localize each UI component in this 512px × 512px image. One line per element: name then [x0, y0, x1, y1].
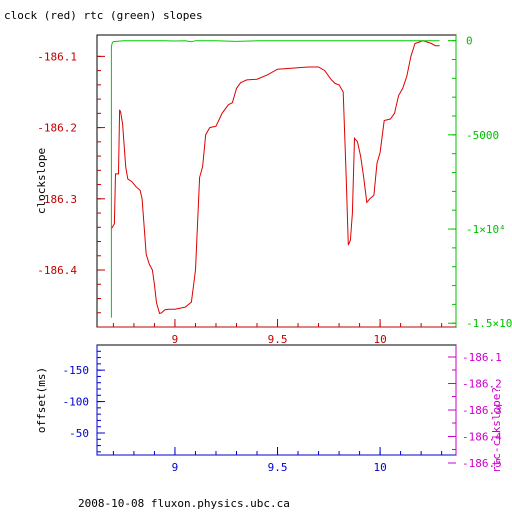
bottom-right-tick-label: -186.4: [462, 431, 502, 444]
top-bottom-tick-label: 9: [172, 333, 179, 346]
chart-title: clock (red) rtc (green) slopes: [4, 9, 203, 22]
bottom-bottom-axis: 9 9.5 10: [97, 447, 456, 474]
bottom-bottom-tick-label: 9.5: [268, 461, 288, 474]
top-left-tick-label: -186.1: [37, 50, 77, 63]
top-right-tick-label: 0: [466, 35, 473, 48]
bottom-bottom-tick-label: 9: [172, 461, 179, 474]
top-right-tick-label: -5000: [466, 129, 499, 142]
top-left-axis: -186.1 -186.2 -186.3 -186.4: [37, 35, 105, 327]
top-bottom-tick-label: 10: [373, 333, 386, 346]
footer-text: 2008-10-08 fluxon.physics.ubc.ca: [78, 497, 290, 510]
bottom-left-tick-label: -150: [63, 364, 90, 377]
bottom-left-axis: -150 -100 -50: [63, 345, 105, 455]
rtc-slope-line: [110, 40, 440, 318]
bottom-plot: -150-100-50 -186.1-186.2-186.3-186.4-186…: [63, 344, 502, 474]
top-left-tick-label: -186.2: [37, 122, 77, 135]
top-series-group: [110, 40, 440, 318]
clock-slope-line: [110, 40, 440, 315]
bottom-right-axis: -186.1 -186.2 -186.3 -186.4 -186.5: [448, 345, 502, 470]
bottom-right-tick-label: -186.1: [462, 351, 502, 364]
top-right-axis: 0 -5000 -1×10⁴ -1.5×10⁴: [448, 35, 512, 330]
top-left-tick-label: -186.3: [37, 193, 77, 206]
bottom-right-tick-label: -186.5: [462, 457, 502, 470]
top-left-tick-label: -186.4: [37, 264, 77, 277]
top-bottom-axis: 9 9.5 10: [97, 319, 456, 346]
bottom-y-axis-label: offset(ms): [35, 367, 48, 433]
bottom-right-tick-label: -186.3: [462, 404, 502, 417]
top-bottom-tick-label: 9.5: [268, 333, 288, 346]
bottom-right-tick-label: -186.2: [462, 378, 502, 391]
bottom-bottom-tick-label: 10: [373, 461, 386, 474]
top-plot: -186.1 -186.2 -186.3 -186.4 0 -5000 -1×10⁴ -1.…: [37, 34, 512, 346]
top-right-tick-label: -1×10⁴: [466, 223, 506, 236]
top-y-axis-label: clockslope: [35, 148, 48, 214]
top-right-tick-label: -1.5×10⁴: [466, 317, 512, 330]
bottom-y2-axis-label: rtc-clkslope?: [490, 387, 503, 473]
bottom-left-tick-label: -50: [69, 427, 89, 440]
bottom-left-tick-label: -100: [63, 396, 90, 409]
